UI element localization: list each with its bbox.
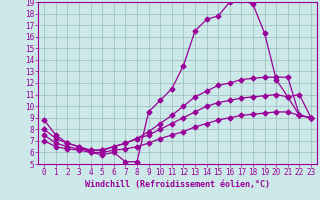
X-axis label: Windchill (Refroidissement éolien,°C): Windchill (Refroidissement éolien,°C)	[85, 180, 270, 189]
